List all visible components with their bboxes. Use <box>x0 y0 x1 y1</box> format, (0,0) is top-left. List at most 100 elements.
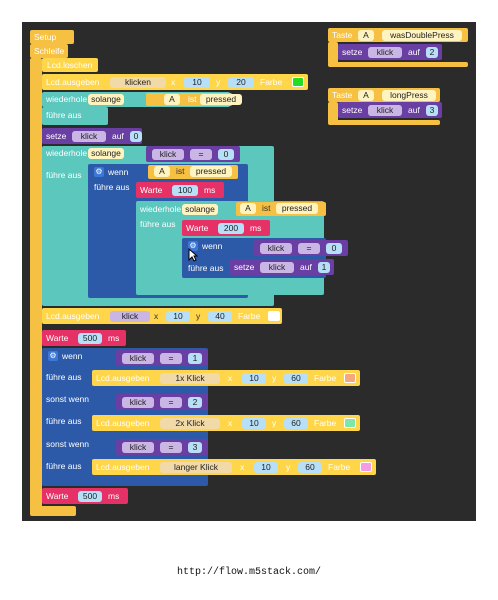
while-label: wiederhole <box>140 204 182 214</box>
compare-condition[interactable]: klick = 0 <box>146 146 240 162</box>
y-input[interactable]: 60 <box>284 373 308 384</box>
wait-input[interactable]: 500 <box>78 333 102 344</box>
variable-dropdown[interactable]: klick <box>260 262 294 273</box>
button-dropdown[interactable]: A <box>240 203 256 214</box>
event-label: Taste <box>332 90 353 100</box>
button-event-block-2[interactable]: Taste A longPress <box>328 88 440 102</box>
variable-dropdown[interactable]: klick <box>72 131 106 142</box>
x-input[interactable]: 10 <box>184 77 210 88</box>
loop-block[interactable]: Schleife <box>30 44 68 58</box>
while-label: wiederhole <box>46 94 88 104</box>
button-dropdown[interactable]: A <box>164 94 180 105</box>
text-input[interactable]: 2x Klick <box>160 418 220 429</box>
wait-input[interactable]: 100 <box>172 185 198 196</box>
value-input[interactable]: 0 <box>130 131 142 142</box>
lcd-print-block-3[interactable]: Lcd.ausgeben 1x Klick x 10 y 60 Farbe <box>92 370 360 386</box>
variable-dropdown[interactable]: klick <box>152 149 184 160</box>
variable-dropdown[interactable]: klick <box>368 47 402 58</box>
lcd-clear-block[interactable]: Lcd.loschen <box>42 58 98 72</box>
text-input[interactable]: langer Klick <box>160 462 232 473</box>
x-input[interactable]: 10 <box>254 462 278 473</box>
wait-input[interactable]: 200 <box>218 223 244 234</box>
event-dropdown[interactable]: longPress <box>382 90 436 101</box>
value-input[interactable]: 2 <box>426 47 438 58</box>
button-condition[interactable]: A ist pressed <box>236 202 326 216</box>
button-dropdown[interactable]: A <box>154 166 170 177</box>
text-input[interactable]: klicken <box>110 77 166 88</box>
set-variable-block-0[interactable]: setze klick auf 0 <box>42 128 142 144</box>
gear-icon[interactable]: ⚙ <box>48 351 58 361</box>
wait-block-500[interactable]: Warte 500 ms <box>42 330 126 346</box>
operator-dropdown[interactable]: = <box>298 243 320 254</box>
set-variable-block-3[interactable]: setze klick auf 3 <box>338 102 442 118</box>
variable-dropdown[interactable]: klick <box>368 105 402 116</box>
while-mode-dropdown[interactable]: solange <box>88 94 124 105</box>
lcd-print-block-5[interactable]: Lcd.ausgeben langer Klick x 10 y 60 Farb… <box>92 459 376 475</box>
y-label: y <box>272 373 277 383</box>
wait-label: Warte <box>46 333 69 343</box>
wait-block-200[interactable]: Warte 200 ms <box>182 220 270 236</box>
variable-dropdown[interactable]: klick <box>122 397 154 408</box>
button-dropdown[interactable]: A <box>358 90 374 101</box>
y-label: y <box>216 77 221 87</box>
wait-block-500-final[interactable]: Warte 500 ms <box>42 488 128 504</box>
x-input[interactable]: 10 <box>166 311 190 322</box>
operator-dropdown[interactable]: = <box>160 397 182 408</box>
operator-dropdown[interactable]: = <box>160 353 182 364</box>
while-mode-dropdown[interactable]: solange <box>182 204 218 215</box>
operator-dropdown[interactable]: = <box>160 442 182 453</box>
lcd-print-block-4[interactable]: Lcd.ausgeben 2x Klick x 10 y 60 Farbe <box>92 415 360 431</box>
y-input[interactable]: 20 <box>228 77 254 88</box>
button-event-rail-2 <box>328 102 338 124</box>
is-label: ist <box>262 203 271 213</box>
y-input[interactable]: 40 <box>208 311 232 322</box>
event-dropdown[interactable]: wasDoublePress <box>382 30 462 41</box>
gear-icon[interactable]: ⚙ <box>188 241 198 251</box>
text-input[interactable]: 1x Klick <box>160 373 220 384</box>
x-input[interactable]: 10 <box>242 418 266 429</box>
button-event-block-1[interactable]: Taste A wasDoublePress <box>328 28 468 42</box>
y-input[interactable]: 60 <box>284 418 308 429</box>
y-input[interactable]: 60 <box>298 462 322 473</box>
button-condition[interactable]: A ist pressed <box>148 165 238 179</box>
operator-dropdown[interactable]: = <box>190 149 212 160</box>
set-variable-block-2[interactable]: setze klick auf 2 <box>338 44 442 60</box>
compare-condition-3[interactable]: klick = 3 <box>116 439 208 455</box>
x-label: x <box>240 462 245 472</box>
color-swatch[interactable] <box>268 311 280 321</box>
compare-condition[interactable]: klick = 0 <box>254 240 348 256</box>
while-body-1: führe aus <box>42 107 108 125</box>
value-input[interactable]: 3 <box>188 442 202 453</box>
state-dropdown[interactable]: pressed <box>190 166 232 177</box>
state-dropdown[interactable]: pressed <box>200 94 242 105</box>
setup-block[interactable]: Setup <box>30 30 74 44</box>
gear-icon[interactable]: ⚙ <box>94 167 104 177</box>
value-input[interactable]: 0 <box>218 149 234 160</box>
lcd-print-block-1[interactable]: Lcd.ausgeben klicken x 10 y 20 Farbe <box>42 74 308 90</box>
value-input[interactable]: 0 <box>326 243 342 254</box>
wait-input[interactable]: 500 <box>78 491 102 502</box>
color-swatch[interactable] <box>360 462 372 472</box>
color-swatch[interactable] <box>344 373 356 383</box>
value-input[interactable]: 1 <box>188 353 202 364</box>
variable-dropdown[interactable]: klick <box>122 442 154 453</box>
compare-condition-2[interactable]: klick = 2 <box>116 394 208 410</box>
wait-block-100[interactable]: Warte 100 ms <box>136 182 224 198</box>
state-dropdown[interactable]: pressed <box>276 203 318 214</box>
set-variable-block-1[interactable]: setze klick auf 1 <box>230 259 334 275</box>
variable-dropdown[interactable]: klick <box>122 353 154 364</box>
blockly-workspace[interactable]: Setup Schleife Lcd.loschen Lcd.ausgeben … <box>22 22 476 521</box>
compare-condition-1[interactable]: klick = 1 <box>116 350 208 366</box>
value-input[interactable]: 1 <box>318 262 330 273</box>
lcd-print-block-2[interactable]: Lcd.ausgeben klick x 10 y 40 Farbe <box>42 308 282 324</box>
x-input[interactable]: 10 <box>242 373 266 384</box>
value-input[interactable]: 3 <box>426 105 438 116</box>
variable-dropdown[interactable]: klick <box>110 311 150 322</box>
while-block-1[interactable]: wiederhole solange A ist pressed <box>42 92 242 107</box>
while-mode-dropdown[interactable]: solange <box>88 148 124 159</box>
value-input[interactable]: 2 <box>188 397 202 408</box>
button-dropdown[interactable]: A <box>358 30 374 41</box>
color-swatch[interactable] <box>344 418 356 428</box>
color-swatch[interactable] <box>292 77 304 87</box>
variable-dropdown[interactable]: klick <box>260 243 292 254</box>
